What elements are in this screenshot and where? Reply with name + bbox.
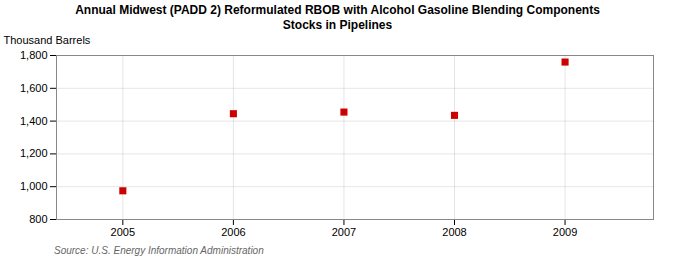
svg-text:Thousand Barrels: Thousand Barrels bbox=[4, 34, 91, 46]
svg-text:2007: 2007 bbox=[332, 226, 356, 238]
svg-text:2009: 2009 bbox=[553, 226, 577, 238]
html-text:Source: U.S. Energy Informatio: Source: U.S. Energy Information Administ… bbox=[54, 245, 264, 256]
svg-text:2006: 2006 bbox=[221, 226, 245, 238]
svg-text:2005: 2005 bbox=[111, 226, 135, 238]
svg-text:1,600: 1,600 bbox=[20, 82, 48, 94]
html-text:Annual Midwest (PADD 2) Reform: Annual Midwest (PADD 2) Reformulated RBO… bbox=[75, 3, 600, 32]
svg-text:800: 800 bbox=[29, 213, 47, 225]
svg-text:1,400: 1,400 bbox=[20, 115, 48, 127]
svg-text:2008: 2008 bbox=[442, 226, 466, 238]
svg-text:1,800: 1,800 bbox=[20, 49, 48, 61]
svg-text:1,200: 1,200 bbox=[20, 147, 48, 159]
svg-text:1,000: 1,000 bbox=[20, 180, 48, 192]
